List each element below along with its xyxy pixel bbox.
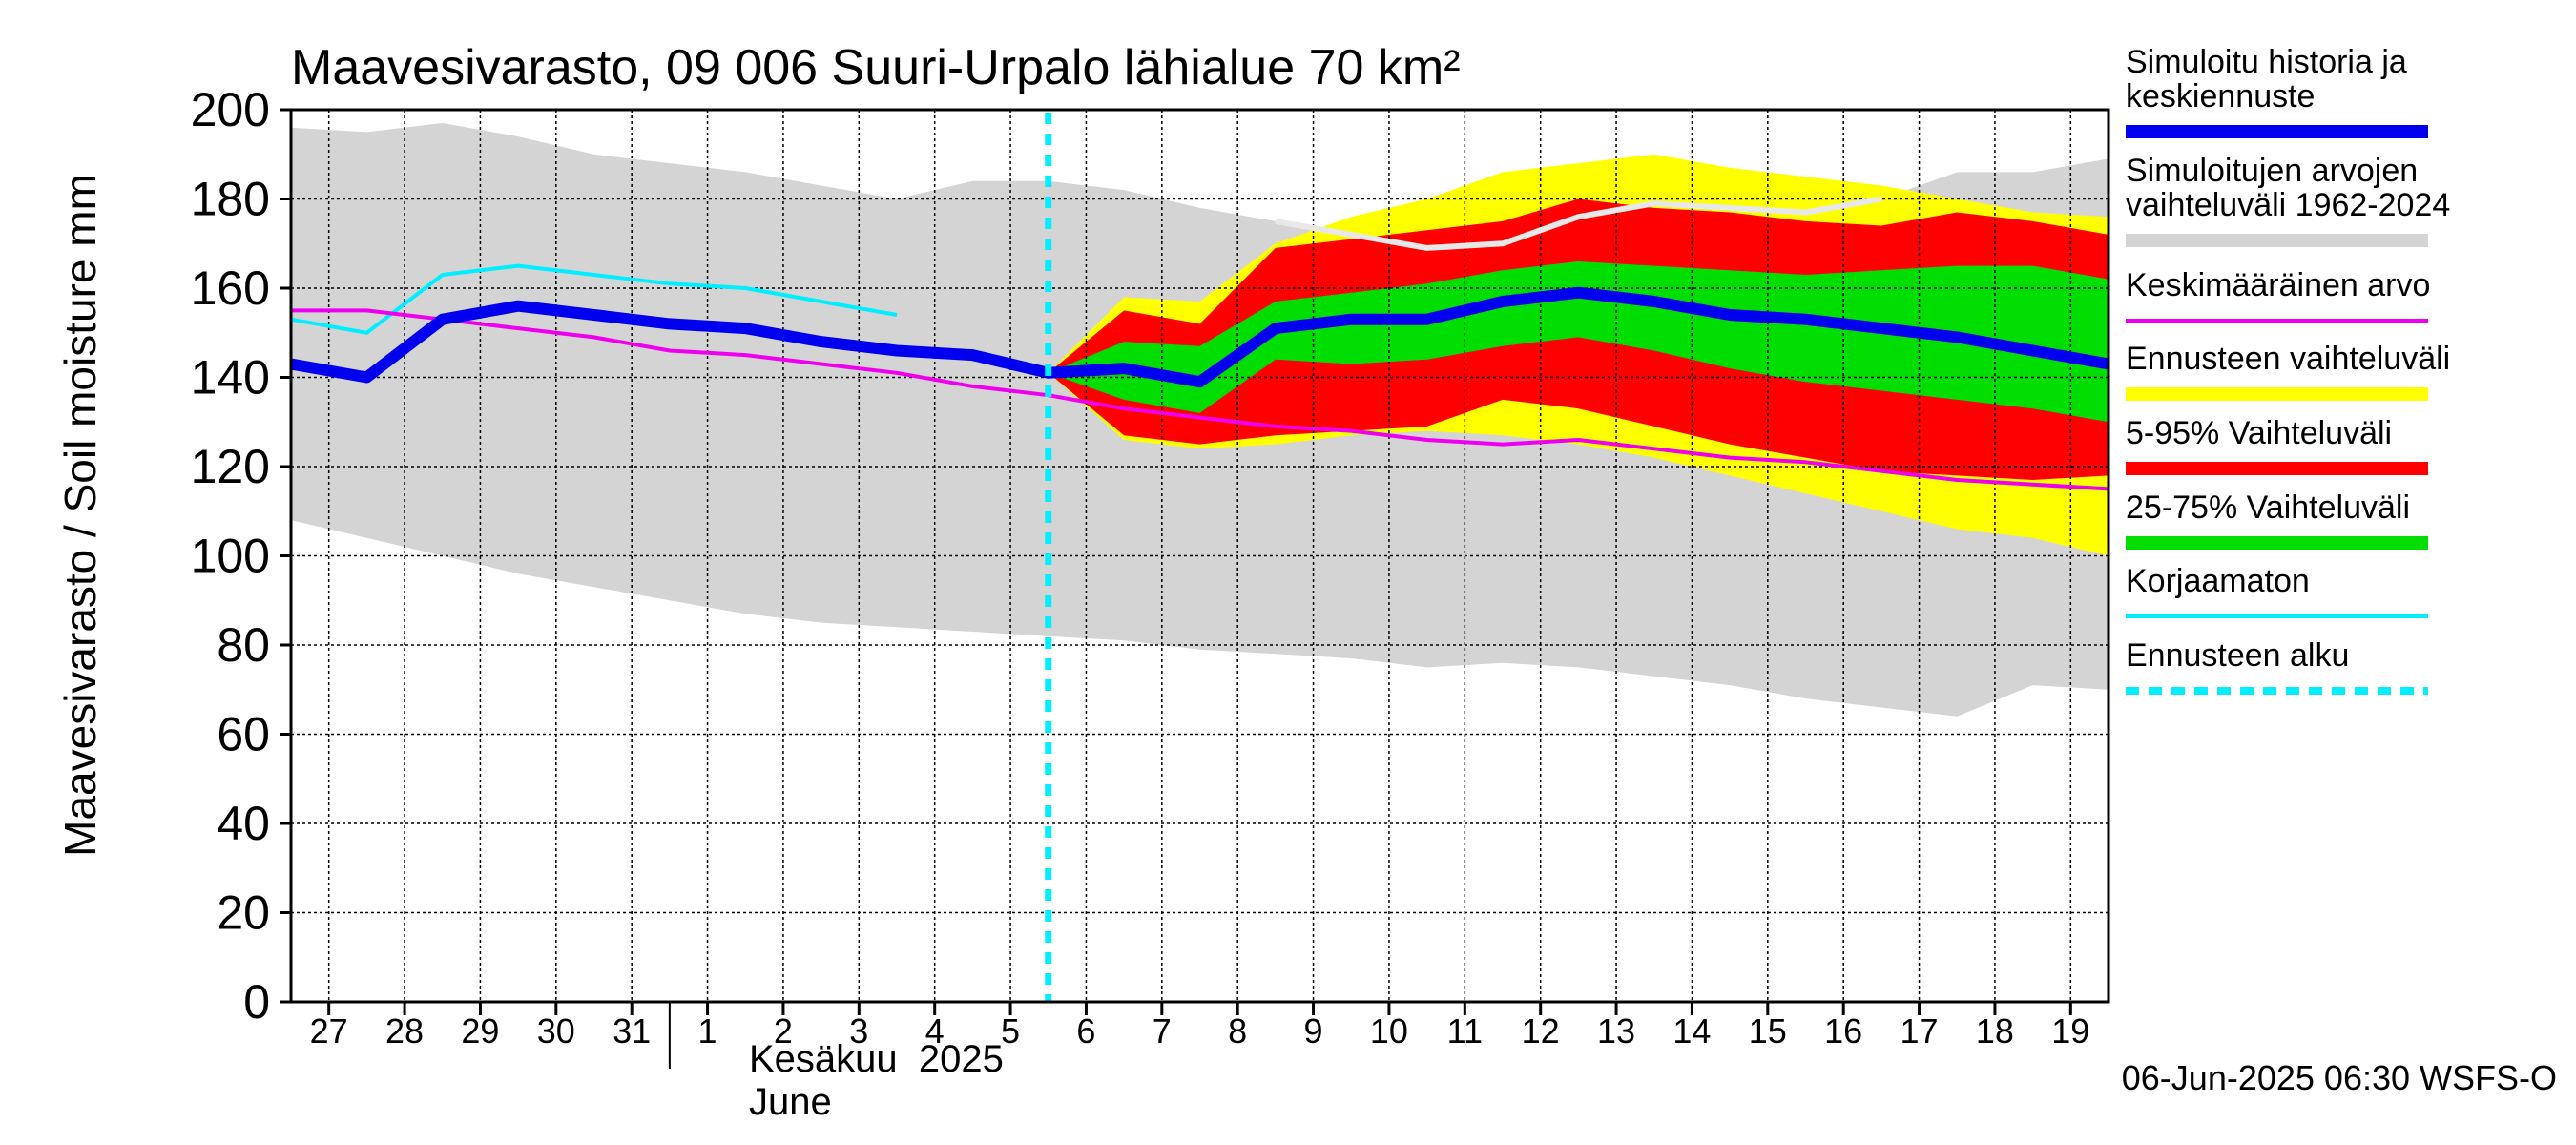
legend-item: 5-95% Vaihteluväli — [2126, 415, 2428, 475]
month-label-english: June — [749, 1081, 832, 1123]
legend-label: Simuloitu historia ja — [2126, 44, 2407, 80]
y-tick-label: 140 — [191, 351, 270, 405]
x-tick-label: 7 — [1153, 1011, 1172, 1051]
legend-label: 5-95% Vaihteluväli — [2126, 415, 2392, 451]
x-tick-label: 2 — [774, 1011, 793, 1051]
x-tick-label: 15 — [1749, 1011, 1787, 1051]
x-tick-label: 27 — [310, 1011, 348, 1051]
legend-label: vaihteluväli 1962-2024 — [2126, 187, 2450, 223]
x-tick-label: 10 — [1370, 1011, 1408, 1051]
y-tick-label: 200 — [191, 83, 270, 136]
legend-label: Keskimääräinen arvo — [2126, 267, 2430, 303]
x-tick-label: 6 — [1076, 1011, 1095, 1051]
x-tick-label: 3 — [849, 1011, 868, 1051]
y-axis-label: Maavesivarasto / Soil moisture mm — [55, 174, 105, 857]
p25-75-band — [1048, 261, 2109, 423]
x-tick-label: 13 — [1597, 1011, 1635, 1051]
plot-area — [289, 108, 2110, 1004]
chart-title: Maavesivarasto, 09 006 Suuri-Urpalo lähi… — [291, 40, 1461, 95]
x-tick-label: 12 — [1522, 1011, 1560, 1051]
y-tick-label: 60 — [217, 708, 270, 761]
legend-item: Keskimääräinen arvo — [2126, 267, 2430, 323]
y-tick-labels: 0 20 40 60 80 100 120 140 160 180 200 — [191, 83, 291, 1029]
y-tick-label: 20 — [217, 886, 270, 940]
y-tick-label: 40 — [217, 797, 270, 850]
x-tick-label: 31 — [613, 1011, 651, 1051]
x-tick-label: 5 — [1001, 1011, 1020, 1051]
x-tick-label: 17 — [1901, 1011, 1939, 1051]
median-forecast-line — [289, 286, 2110, 388]
legend: Simuloitu historia jakeskiennusteSimuloi… — [2126, 44, 2450, 695]
x-tick-label: 11 — [1447, 1011, 1483, 1051]
x-tick-label: 29 — [461, 1011, 499, 1051]
x-tick-label: 16 — [1824, 1011, 1862, 1051]
legend-label: Ennusteen vaihteluväli — [2126, 341, 2450, 377]
legend-label: Korjaamaton — [2126, 563, 2310, 599]
x-tick-label: 19 — [2051, 1011, 2089, 1051]
x-tick-label: 14 — [1672, 1011, 1711, 1051]
legend-label: keskiennuste — [2126, 78, 2315, 114]
legend-label: Ennusteen alku — [2126, 637, 2349, 674]
historical-line-light — [1275, 196, 1882, 251]
y-tick-label: 160 — [191, 261, 270, 315]
x-tick-label: 9 — [1304, 1011, 1323, 1051]
timestamp-footer: 06-Jun-2025 06:30 WSFS-O — [2122, 1058, 2557, 1097]
legend-label: Simuloitujen arvojen — [2126, 153, 2418, 189]
mean-line — [291, 308, 2109, 491]
x-tick-label: 1 — [698, 1011, 717, 1051]
legend-label: 25-75% Vaihteluväli — [2126, 489, 2410, 526]
y-tick-label: 80 — [217, 618, 270, 672]
y-tick-label: 120 — [191, 440, 270, 493]
x-tick-label: 28 — [385, 1011, 424, 1051]
legend-item: Korjaamaton — [2126, 563, 2428, 618]
y-tick-label: 0 — [243, 975, 270, 1029]
x-tick-label: 8 — [1228, 1011, 1247, 1051]
x-tick-label: 4 — [925, 1011, 945, 1051]
legend-item: Ennusteen alku — [2126, 637, 2428, 695]
y-tick-label: 180 — [191, 173, 270, 226]
legend-item: Ennusteen vaihteluväli — [2126, 341, 2450, 401]
x-tick-labels: 27 28 29 30 31 1 2 3 4 5 6 7 8 9 10 11 12 13 14 15 16 17 18 19 — [310, 1002, 2089, 1069]
month-label-finnish: Kesäkuu 2025 — [749, 1038, 1004, 1080]
y-tick-label: 100 — [191, 530, 270, 583]
legend-item: 25-75% Vaihteluväli — [2126, 489, 2428, 550]
x-tick-label: 18 — [1976, 1011, 2014, 1051]
x-tick-label: 30 — [537, 1011, 575, 1051]
